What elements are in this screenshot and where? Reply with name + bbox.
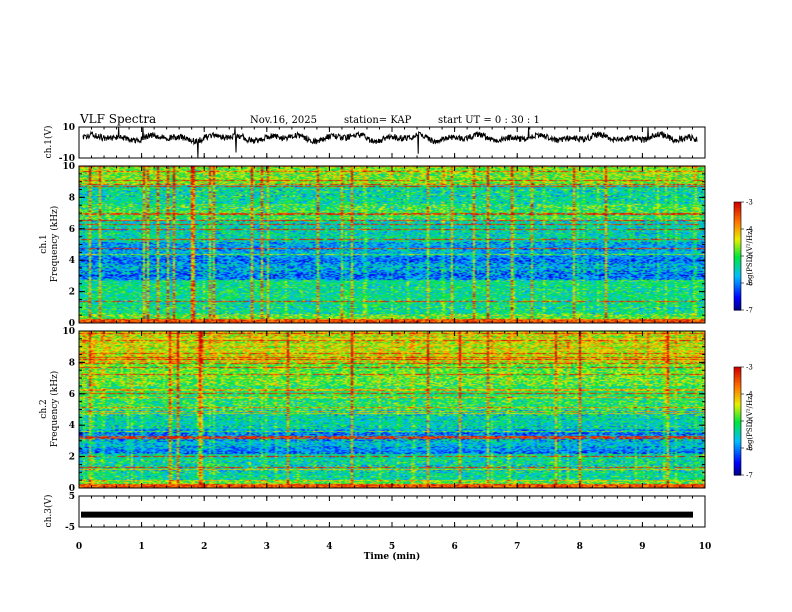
- start-time-label: start UT = 0 : 30 : 1: [438, 115, 540, 126]
- x-tick-label: 3: [264, 542, 270, 552]
- ch1-waveform-panel: 10 -10 ch.1(V): [43, 123, 706, 164]
- station-label: station= KAP: [344, 115, 412, 126]
- ch2-spec-ylabel: Frequency (kHz): [49, 371, 60, 448]
- x-tick-label: 8: [577, 542, 583, 552]
- ch1-spec-ylabel: Frequency (kHz): [49, 206, 60, 283]
- x-tick-label: 9: [639, 542, 645, 552]
- x-tick-label: 7: [514, 542, 520, 552]
- date-label: Nov.16, 2025: [250, 115, 317, 126]
- ch2-colorbar-label: log(PSD)(V²/Hz): [746, 393, 754, 450]
- ch2-spec-ytick-label: 8: [69, 358, 75, 368]
- ch3-waveform-panel: 5 -5 ch.3(V): [43, 492, 706, 533]
- ch2-spec-ytick-label: 2: [69, 453, 75, 463]
- x-tick-label: 10: [699, 542, 712, 552]
- ch1-spec-ytick-label: 10: [62, 162, 75, 172]
- x-tick-label: 1: [138, 542, 144, 552]
- ch1-spec-channel-label: ch.1: [39, 234, 49, 253]
- ch1-spectrogram-image: [79, 166, 705, 323]
- ch3-ytick-top: 5: [69, 492, 75, 502]
- ch1-colorbar-tick: -7: [746, 307, 753, 315]
- ch1-colorbar-tick: -4: [746, 226, 753, 234]
- ch1-colorbar-tick: -6: [746, 280, 753, 288]
- ch2-colorbar-tick: -3: [746, 364, 753, 372]
- ch2-spec-ytick-label: 0: [69, 484, 75, 494]
- ch1-colorbar-tick: -3: [746, 199, 753, 207]
- ch1-ytick-bottom: -10: [59, 154, 75, 164]
- ch2-spec-ytick-label: 4: [69, 421, 75, 431]
- ch2-colorbar-tick: -7: [746, 472, 753, 480]
- ch3-ylabel: ch.3(V): [43, 495, 54, 528]
- ch1-ytick-top: 10: [62, 123, 75, 133]
- ch2-colorbar-tick: -4: [746, 391, 753, 399]
- ch1-ylabel: ch.1(V): [43, 126, 54, 159]
- x-tick-label: 6: [451, 542, 457, 552]
- ch1-spec-ytick-label: 8: [69, 193, 75, 203]
- ch3-ytick-bottom: -5: [65, 523, 75, 533]
- ch2-colorbar-tick: -5: [746, 418, 753, 426]
- ch2-spec-ytick-label: 10: [62, 327, 75, 337]
- ch2-spec-ytick-label: 6: [69, 390, 75, 400]
- figure-title: VLF Spectra: [79, 112, 156, 126]
- ch2-colorbar-tick: -6: [746, 445, 753, 453]
- ch1-spec-ytick-label: 2: [69, 288, 75, 298]
- ch1-spec-ytick-label: 0: [69, 319, 75, 329]
- x-tick-label: 2: [201, 542, 207, 552]
- ch1-spec-ytick-label: 6: [69, 225, 75, 235]
- ch1-waveform-line: [82, 126, 698, 159]
- x-tick-label: 0: [76, 542, 82, 552]
- ch1-colorbar-label: log(PSD)(V²/Hz): [746, 228, 754, 285]
- x-tick-label: 5: [389, 542, 395, 552]
- x-axis-label: Time (min): [364, 551, 421, 562]
- ch1-spec-ytick-label: 4: [69, 256, 75, 266]
- ch2-spec-channel-label: ch.2: [39, 399, 49, 418]
- ch1-colorbar-tick: -5: [746, 253, 753, 261]
- x-tick-label: 4: [326, 542, 332, 552]
- ch2-spectrogram-image: [79, 331, 705, 488]
